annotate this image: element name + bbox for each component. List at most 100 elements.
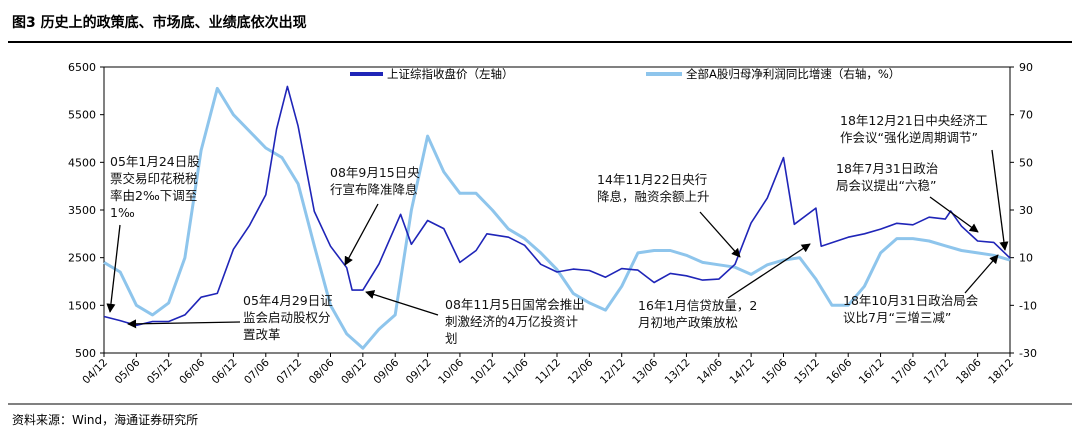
tick-label: 07/12 <box>274 357 304 387</box>
tick-label: 05/12 <box>145 357 175 387</box>
tick-label: 08/06 <box>307 356 337 386</box>
tick-label: 06/12 <box>210 357 240 387</box>
annotation-line: 18年12月21日中央经济工 <box>840 113 988 128</box>
tick-label: 18/06 <box>954 356 984 386</box>
tick-label: 17/12 <box>922 357 952 387</box>
annotation-arrow <box>699 211 741 258</box>
tick-label: 14/06 <box>695 356 725 386</box>
tick-label: 90 <box>1019 61 1033 74</box>
annotation-line: 率由2‰下调至 <box>110 188 197 203</box>
annotation-line: 14年11月22日央行 <box>597 172 707 187</box>
tick-label: 500 <box>75 347 96 360</box>
tick-label: 15/06 <box>760 356 790 386</box>
svg-text:05年1月24日股 票交易印花税税: 05年1月24日股 票交易印花税税 率由2‰下调至 1‰ <box>110 154 204 220</box>
tick-label: 11/12 <box>533 357 563 387</box>
annotation-line: 1‰ <box>110 205 135 220</box>
annotation-line: 置改革 <box>243 327 281 342</box>
annotation-rate-cut-2014: 14年11月22日央行 降息，融资余额上升 <box>597 172 741 258</box>
figure-title: 图3 历史上的政策底、市场底、业绩底依次出现 <box>12 14 307 31</box>
annotation-arrow <box>106 224 121 313</box>
annotation-line: 议比7月“三增三减” <box>843 310 951 325</box>
annotation-stamp-duty: 05年1月24日股 票交易印花税税 率由2‰下调至 1‰ <box>106 154 204 313</box>
source-text: 资料来源：Wind，海通证券研究所 <box>12 412 198 427</box>
tick-label: -30 <box>1019 347 1037 360</box>
annotation-line: 月初地产政策放松 <box>638 315 738 330</box>
series-line-shanghai-index <box>103 85 1011 327</box>
tick-label: 07/06 <box>242 356 272 386</box>
tick-label: 17/06 <box>889 356 919 386</box>
tick-label: 50 <box>1019 156 1033 169</box>
annotation-line: 08年11月5日国常会推出 <box>445 297 585 312</box>
tick-label: 16/12 <box>857 357 887 387</box>
tick-label: 08/12 <box>339 357 369 387</box>
tick-label: 15/12 <box>792 357 822 387</box>
tick-label: 12/06 <box>566 356 596 386</box>
legend-label-index: 上证综指收盘价（左轴） <box>387 67 514 81</box>
annotation-politburo-oct-2018: 18年10月31日政治局会 议比7月“三增三减” <box>843 254 999 325</box>
tick-label: 5500 <box>68 109 96 122</box>
tick-label: 06/06 <box>177 356 207 386</box>
x-axis: 04/12 05/06 05/12 06/06 06/12 07/06 07/12 08/06… <box>80 353 1016 387</box>
annotation-line: 划 <box>445 331 458 346</box>
tick-label: 18/12 <box>986 357 1016 387</box>
tick-label: 30 <box>1019 204 1033 217</box>
svg-text:18年12月21日中央经济工 作会议“强化逆周期: 18年12月21日中央经济工 作会议“强化逆周期调节” <box>840 113 992 145</box>
svg-text:18年10月31日政治局会 议比7月“三增三减”: 18年10月31日政治局会 议比7月“三增三减” <box>843 293 982 325</box>
svg-text:05年4月29日证 监会启动股权分: 05年4月29日证 监会启动股权分 置改革 <box>243 293 337 342</box>
annotation-line: 行宣布降准降息 <box>330 182 418 197</box>
annotation-line: 05年1月24日股 <box>110 154 200 169</box>
tick-label: 2500 <box>68 252 96 265</box>
annotation-line: 降息，融资余额上升 <box>597 189 710 204</box>
annotation-arrow <box>929 196 979 233</box>
tick-label: 10/12 <box>469 357 499 387</box>
tick-label: 09/12 <box>404 357 434 387</box>
annotation-arrow <box>365 290 439 316</box>
tick-label: 6500 <box>68 61 96 74</box>
tick-label: 12/12 <box>598 357 628 387</box>
annotation-line: 票交易印花税税 <box>110 171 198 186</box>
svg-text:08年11月5日国常会推出 刺激经济的4万亿投资: 08年11月5日国常会推出 刺激经济的4万亿投资计 划 <box>445 297 589 346</box>
tick-label: -10 <box>1019 299 1037 312</box>
tick-label: 11/06 <box>501 356 531 386</box>
annotation-line: 08年9月15日央 <box>330 165 420 180</box>
tick-label: 10 <box>1019 252 1033 265</box>
tick-label: 05/06 <box>113 356 143 386</box>
annotation-line: 监会启动股权分 <box>243 310 331 325</box>
annotation-arrow <box>127 319 241 329</box>
annotation-arrow <box>344 203 379 266</box>
svg-text:08年9月15日央 行宣布降准降息: 08年9月15日央 行宣布降准降息 <box>330 165 424 197</box>
legend: 上证综指收盘价（左轴） 全部A股归母净利润同比增速（右轴，%） <box>350 67 900 81</box>
tick-label: 09/06 <box>371 356 401 386</box>
annotation-line: 作会议“强化逆周期调节” <box>840 130 978 145</box>
left-y-axis: 500 1500 2500 3500 4500 5500 6500 <box>68 61 104 360</box>
annotation-arrow <box>727 243 811 299</box>
series-line-profit-growth <box>103 86 1011 350</box>
annotation-arrow <box>964 254 999 294</box>
tick-label: 16/06 <box>824 356 854 386</box>
annotation-cewc-2018: 18年12月21日中央经济工 作会议“强化逆周期调节” <box>840 113 1009 251</box>
annotation-line: 16年1月信贷放量，2 <box>638 298 757 313</box>
tick-label: 13/12 <box>663 357 693 387</box>
tick-label: 10/06 <box>436 356 466 386</box>
svg-text:16年1月信贷放量，2 月初地产政策放松: 16年1月信贷放量，2 月初地产政策放松 <box>638 298 761 330</box>
annotation-line: 05年4月29日证 <box>243 293 333 308</box>
annotation-share-reform: 05年4月29日证 监会启动股权分 置改革 <box>127 293 337 342</box>
annotation-line: 18年7月31日政治 <box>836 161 938 176</box>
annotation-line: 局会议提出“六稳” <box>836 178 936 193</box>
tick-label: 14/12 <box>727 357 757 387</box>
tick-label: 3500 <box>68 204 96 217</box>
tick-label: 04/12 <box>80 357 110 387</box>
tick-label: 70 <box>1019 109 1033 122</box>
svg-text:18年7月31日政治 局会议提出“六稳”: 18年7月31日政治 局会议提出“六稳” <box>836 161 942 193</box>
svg-text:14年11月22日央行 降息，融资余额上升: 14年11月22日央行 降息，融资余额上升 <box>597 172 711 204</box>
tick-label: 4500 <box>68 156 96 169</box>
right-y-axis: -30 -10 10 30 50 70 90 <box>1010 61 1037 360</box>
annotation-politburo-july-2018: 18年7月31日政治 局会议提出“六稳” <box>836 161 979 233</box>
tick-label: 1500 <box>68 299 96 312</box>
annotation-arrow <box>991 149 1009 251</box>
annotation-credit-2016: 16年1月信贷放量，2 月初地产政策放松 <box>638 243 811 330</box>
tick-label: 13/06 <box>630 356 660 386</box>
annotation-rate-cut-2008: 08年9月15日央 行宣布降准降息 <box>330 165 424 266</box>
annotation-line: 18年10月31日政治局会 <box>843 293 979 308</box>
